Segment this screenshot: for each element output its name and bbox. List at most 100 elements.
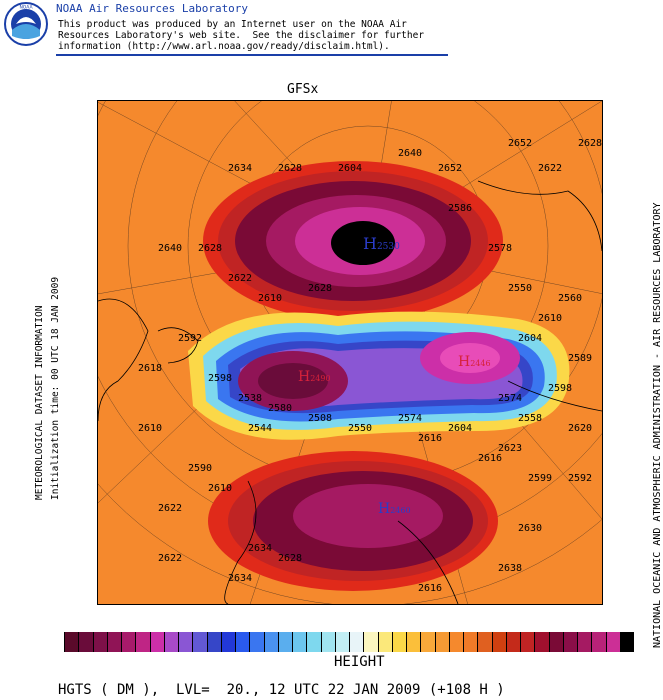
contour-label: 2578 xyxy=(488,243,512,254)
color-swatch xyxy=(135,632,150,652)
contour-label: 2580 xyxy=(268,403,292,414)
contour-label: 2599 xyxy=(528,473,552,484)
header: NOAA NOAA Air Resources Laboratory This … xyxy=(0,0,460,58)
contour-label: 2652 xyxy=(438,163,462,174)
northern-height-center xyxy=(203,161,503,321)
contour-label: 2590 xyxy=(188,463,212,474)
color-swatch xyxy=(505,632,520,652)
high-center: H2446 xyxy=(458,354,491,370)
contour-label: 2640 xyxy=(398,148,422,159)
contour-label: 2550 xyxy=(508,283,532,294)
contour-label: 2589 xyxy=(568,353,592,364)
color-swatch xyxy=(206,632,221,652)
color-swatch xyxy=(591,632,606,652)
contour-label: 2550 xyxy=(348,423,372,434)
color-swatch xyxy=(391,632,406,652)
color-swatch xyxy=(149,632,164,652)
color-swatch xyxy=(434,632,449,652)
contour-label: 2628 xyxy=(198,243,222,254)
model-name: GFSx xyxy=(287,82,319,97)
contour-label: 2560 xyxy=(558,293,582,304)
contour-label: 2604 xyxy=(518,333,542,344)
color-swatch xyxy=(619,632,634,652)
color-swatch xyxy=(534,632,549,652)
southern-height-center xyxy=(208,451,498,591)
map-svg: H2530 H2490 H2446 H2460 2634 2628 2604 2640… xyxy=(98,101,602,604)
color-swatch xyxy=(420,632,435,652)
color-swatch xyxy=(406,632,421,652)
contour-label: 2610 xyxy=(538,313,562,324)
contour-label: 2618 xyxy=(138,363,162,374)
contour-label: 2634 xyxy=(228,573,252,584)
contour-label: 2508 xyxy=(308,413,332,424)
color-swatch xyxy=(377,632,392,652)
color-swatch xyxy=(320,632,335,652)
contour-label: 2634 xyxy=(228,163,252,174)
color-swatch xyxy=(121,632,136,652)
color-swatch xyxy=(577,632,592,652)
color-swatch xyxy=(363,632,378,652)
contour-label: 2610 xyxy=(258,293,282,304)
color-swatch xyxy=(163,632,178,652)
color-swatch xyxy=(263,632,278,652)
dataset-info-title: METEOROLOGICAL DATASET INFORMATION xyxy=(34,305,45,500)
contour-label: 2622 xyxy=(538,163,562,174)
contour-label: 2592 xyxy=(568,473,592,484)
color-swatch xyxy=(178,632,193,652)
color-swatch xyxy=(562,632,577,652)
pressure-centers: H2530 H2490 H2446 H2460 xyxy=(298,234,491,517)
contour-label: 2652 xyxy=(508,138,532,149)
header-rule xyxy=(56,54,448,56)
map-caption: HGTS ( DM ), LVL= 20., 12 UTC 22 JAN 200… xyxy=(58,682,505,698)
color-swatch xyxy=(349,632,364,652)
color-swatch xyxy=(64,632,79,652)
color-swatch xyxy=(78,632,93,652)
high-center: H2530 xyxy=(363,234,400,253)
contour-labels: 2634 2628 2604 2640 2652 2652 2622 2628 2640 2628… xyxy=(138,138,602,594)
contour-label: 2616 xyxy=(418,433,442,444)
color-swatch xyxy=(235,632,250,652)
field-name: HEIGHT xyxy=(334,654,385,670)
contour-label: 2628 xyxy=(578,138,602,149)
contour-label: 2634 xyxy=(248,543,272,554)
contour-label: 2610 xyxy=(138,423,162,434)
color-swatch xyxy=(249,632,264,652)
color-swatch xyxy=(192,632,207,652)
contour-label: 2610 xyxy=(208,483,232,494)
contour-label: 2620 xyxy=(568,423,592,434)
contour-label: 2622 xyxy=(158,503,182,514)
color-swatch xyxy=(463,632,478,652)
color-swatch xyxy=(477,632,492,652)
lab-title[interactable]: NOAA Air Resources Laboratory xyxy=(56,2,249,15)
color-swatch xyxy=(548,632,563,652)
color-scale xyxy=(64,632,634,652)
contour-label: 2558 xyxy=(518,413,542,424)
color-swatch xyxy=(605,632,620,652)
contour-label: 2598 xyxy=(208,373,232,384)
initialization-time: Initialization time: 00 UTC 18 JAN 2009 xyxy=(50,276,61,500)
contour-label: 2630 xyxy=(518,523,542,534)
high-center: H2490 xyxy=(298,369,331,385)
dataset-info: METEOROLOGICAL DATASET INFORMATION Initi… xyxy=(32,277,64,500)
color-swatch xyxy=(520,632,535,652)
color-swatch xyxy=(277,632,292,652)
height-map: H2530 H2490 H2446 H2460 2634 2628 2604 2640… xyxy=(97,100,603,605)
contour-label: 2538 xyxy=(238,393,262,404)
contour-label: 2628 xyxy=(308,283,332,294)
contour-label: 2592 xyxy=(178,333,202,344)
contour-label: 2604 xyxy=(338,163,362,174)
central-trough xyxy=(188,311,570,440)
color-swatch xyxy=(220,632,235,652)
contour-label: 2574 xyxy=(498,393,522,404)
contour-label: 2616 xyxy=(418,583,442,594)
color-swatch xyxy=(106,632,121,652)
color-swatch xyxy=(92,632,107,652)
disclaimer-text: This product was produced by an Internet… xyxy=(58,19,425,52)
agency-credit: NATIONAL OCEANIC AND ATMOSPHERIC ADMINIS… xyxy=(652,202,663,648)
contour-label: 2628 xyxy=(278,553,302,564)
contour-label: 2616 xyxy=(478,453,502,464)
high-center: H2460 xyxy=(378,501,411,517)
contour-label: 2604 xyxy=(448,423,472,434)
logo-label: NOAA xyxy=(19,5,33,11)
color-swatch xyxy=(292,632,307,652)
